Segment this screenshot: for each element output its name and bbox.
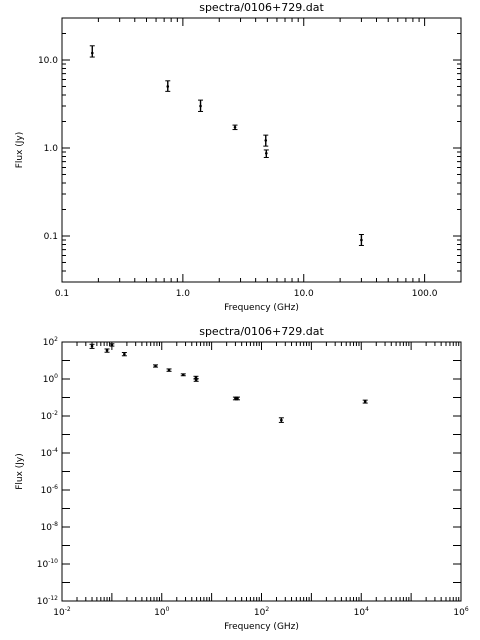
data-marker [167,368,171,372]
data-point [193,378,199,382]
data-point [232,124,238,131]
data-marker [363,400,367,403]
data-point [89,343,95,349]
y-tick-label-base: 10 [41,449,53,459]
x-tick-label: 106 [453,606,468,618]
x-tick-label-base: 10 [354,608,366,618]
x-tick-label: 1.0 [176,289,191,299]
x-tick-label: 0.1 [55,289,69,299]
y-tick-label: 10.0 [38,56,58,66]
y-tick-label: 10-4 [41,447,59,459]
y-tick-label-base: 10 [43,375,55,385]
data-marker [280,418,283,422]
y-tick-label-base: 10 [37,597,49,607]
data-marker [233,125,237,129]
data-marker [199,104,202,108]
data-marker [181,373,185,377]
x-tick-label: 10-2 [53,606,71,618]
data-point [358,233,364,246]
data-point [362,399,368,404]
plot-frame [61,17,462,283]
y-tick-label: 10-10 [37,558,58,570]
y-tick-label: 10-12 [37,595,58,607]
x-tick-label: 10.0 [294,289,314,299]
x-tick-label-base: 10 [53,608,65,618]
data-point [104,348,110,353]
y-tick-label-base: 10 [41,486,53,496]
data-point [89,45,95,58]
data-marker [90,344,94,348]
flux-plot-top: spectra/0106+729.dat 0.1 1.0 10.0 100.0 0.1 1.… [15,1,462,313]
x-tick-label-exp: -2 [65,606,71,613]
x-axis-label: Frequency (GHz) [224,303,299,313]
y-tick-label-exp: -8 [52,521,58,528]
data-point [234,396,240,401]
x-tick-label-base: 10 [254,608,266,618]
y-tick-label-exp: -6 [52,484,58,491]
y-tick-label-base: 10 [41,412,53,422]
y-tick-label-exp: 2 [54,336,58,343]
plot-frame [61,341,462,602]
data-marker [194,378,198,382]
data-marker [234,397,237,400]
y-tick-label-exp: -10 [48,558,58,565]
y-tick-label-exp: -4 [52,447,58,454]
y-tick-label: 10-6 [41,484,59,496]
data-marker [154,364,157,368]
x-tick-label-exp: 0 [166,606,170,613]
y-tick-label: 1.0 [44,144,59,154]
y-tick-label-base: 10 [37,560,49,570]
data-marker [264,139,268,142]
y-tick-label: 10-8 [41,521,59,533]
y-tick-label: 102 [43,336,58,348]
x-tick-label: 100 [154,606,169,618]
data-point [121,352,127,357]
data-point [198,99,204,112]
data-point [153,364,159,368]
x-tick-label-exp: 6 [465,606,469,613]
y-tick-label: 10-2 [41,410,59,422]
x-tick-label-exp: 2 [265,606,269,613]
chart-title: spectra/0106+729.dat [199,1,324,14]
y-tick-label-exp: -12 [48,595,58,602]
x-tick-label: 104 [354,606,369,618]
y-tick-label-exp: -2 [52,410,58,417]
data-marker [90,51,94,55]
data-point [278,417,284,423]
x-tick-label: 100.0 [412,289,438,299]
data-point [166,368,172,372]
x-tick-label-base: 10 [453,608,465,618]
data-point [180,373,186,377]
data-marker [123,352,126,356]
data-marker [236,397,239,400]
y-tick-label: 0.1 [44,232,58,242]
data-marker [360,238,363,242]
x-tick-label-exp: 4 [365,606,369,613]
y-tick-label-exp: 0 [54,373,58,380]
y-axis-label: Flux (Jy) [15,453,25,490]
data-point [165,80,171,92]
x-tick-label: 102 [254,606,269,618]
data-marker [264,152,268,155]
data-point [263,134,269,147]
data-point [263,149,269,158]
data-marker [110,343,114,347]
y-tick-label: 100 [43,373,58,385]
data-point [109,343,115,347]
y-axis-label: Flux (Jy) [15,132,25,169]
x-axis-label: Frequency (GHz) [224,622,299,632]
data-marker [105,349,109,352]
x-tick-label-base: 10 [154,608,166,618]
y-tick-label-base: 10 [43,338,55,348]
data-marker [166,85,170,88]
y-tick-label-base: 10 [41,523,53,533]
chart-title: spectra/0106+729.dat [199,325,324,338]
